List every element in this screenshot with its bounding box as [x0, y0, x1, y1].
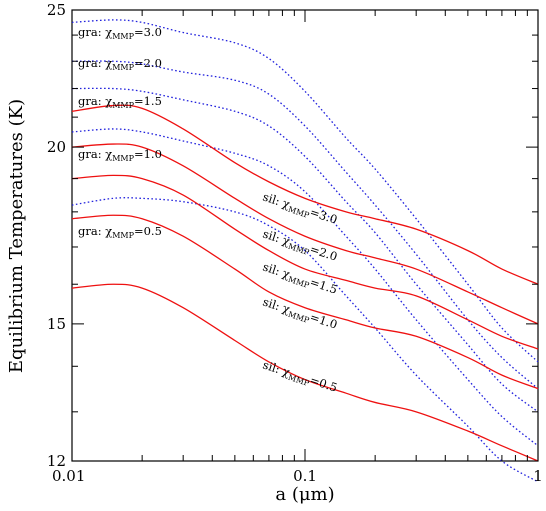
sil-series-line-9 [71, 283, 539, 462]
y-tick-label: 15 [47, 315, 66, 333]
sil-series-line-8 [71, 214, 539, 390]
series-layer [71, 19, 539, 483]
x-axis-title: a (μm) [275, 484, 334, 505]
y-axis-title: Equilibrium Temperatures (K) [6, 99, 27, 373]
sil-series-line-7 [71, 174, 539, 350]
sil-curve-label-5: sil: χMMP=3.0 [260, 190, 339, 229]
sil-curve-label-6: sil: χMMP=2.0 [260, 227, 339, 266]
gra-curve-label-0: gra: χMMP=3.0 [78, 25, 162, 41]
y-tick-label: 25 [47, 1, 66, 19]
gra-series-line-1 [71, 60, 539, 390]
gra-series-line-4 [71, 197, 539, 483]
sil-curve-label-9: sil: χMMP=0.5 [260, 358, 339, 397]
ticks-layer: 0.01 0.1 1 12 15 20 25 [47, 1, 543, 485]
gra-curve-label-1: gra: χMMP=2.0 [78, 56, 162, 72]
sil-curve-label-8: sil: χMMP=1.0 [260, 295, 339, 334]
x-tick-label: 1 [533, 467, 543, 485]
gra-curve-label-4: gra: χMMP=0.5 [78, 224, 162, 240]
y-tick-label: 12 [47, 452, 66, 470]
gra-curve-label-3: gra: χMMP=1.0 [78, 147, 162, 163]
gra-curve-label-2: gra: χMMP=1.5 [78, 94, 162, 110]
y-tick-label: 20 [47, 138, 66, 156]
x-tick-label: 0.1 [293, 467, 317, 485]
sil-series-line-6 [71, 143, 539, 325]
sil-series-line-5 [71, 104, 539, 285]
x-tick-label: 0.01 [52, 467, 85, 485]
sil-curve-label-7: sil: χMMP=1.5 [260, 260, 339, 299]
gra-series-line-0 [71, 19, 539, 363]
